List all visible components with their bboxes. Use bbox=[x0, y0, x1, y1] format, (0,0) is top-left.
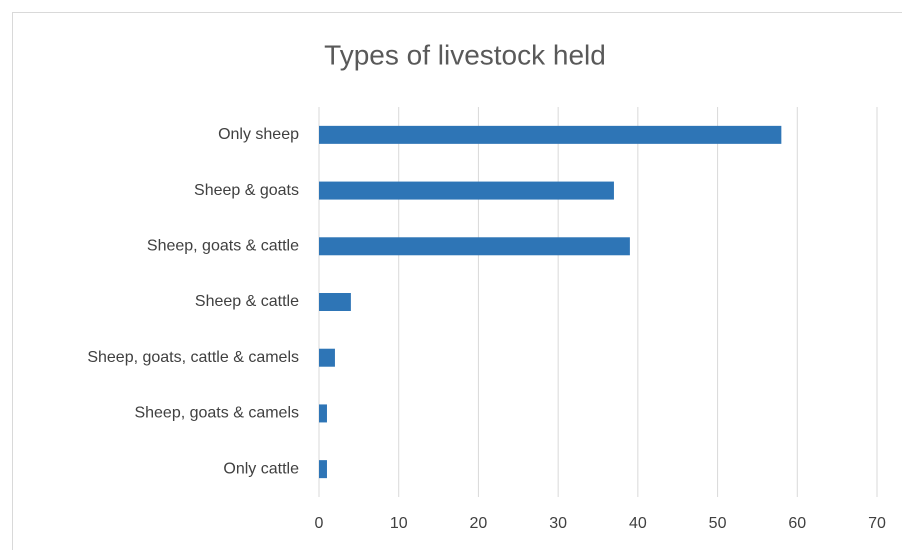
bar bbox=[319, 125, 782, 144]
chart-border bbox=[12, 12, 902, 550]
y-tick-label: Sheep & cattle bbox=[195, 293, 299, 310]
x-tick-label: 20 bbox=[470, 515, 488, 532]
y-tick-label: Sheep & goats bbox=[194, 182, 299, 199]
y-tick-label: Only cattle bbox=[223, 460, 299, 477]
chart-title: Types of livestock held bbox=[324, 39, 606, 70]
bar bbox=[319, 293, 351, 311]
y-tick-label: Sheep, goats & camels bbox=[134, 405, 299, 422]
y-tick-label: Only sheep bbox=[218, 126, 299, 143]
x-tick-label: 30 bbox=[549, 515, 567, 532]
x-tick-label: 40 bbox=[629, 515, 647, 532]
x-tick-label: 10 bbox=[390, 515, 408, 532]
x-tick-label: 50 bbox=[709, 515, 727, 532]
x-tick-label: 70 bbox=[868, 515, 886, 532]
x-tick-label: 60 bbox=[788, 515, 806, 532]
bar bbox=[319, 181, 614, 200]
y-tick-label: Sheep, goats, cattle & camels bbox=[87, 349, 299, 366]
bar bbox=[319, 404, 327, 423]
x-tick-label: 0 bbox=[315, 515, 324, 532]
bar bbox=[319, 237, 630, 256]
y-tick-label: Sheep, goats & cattle bbox=[147, 238, 299, 255]
bar bbox=[319, 348, 335, 367]
bar bbox=[319, 460, 327, 479]
